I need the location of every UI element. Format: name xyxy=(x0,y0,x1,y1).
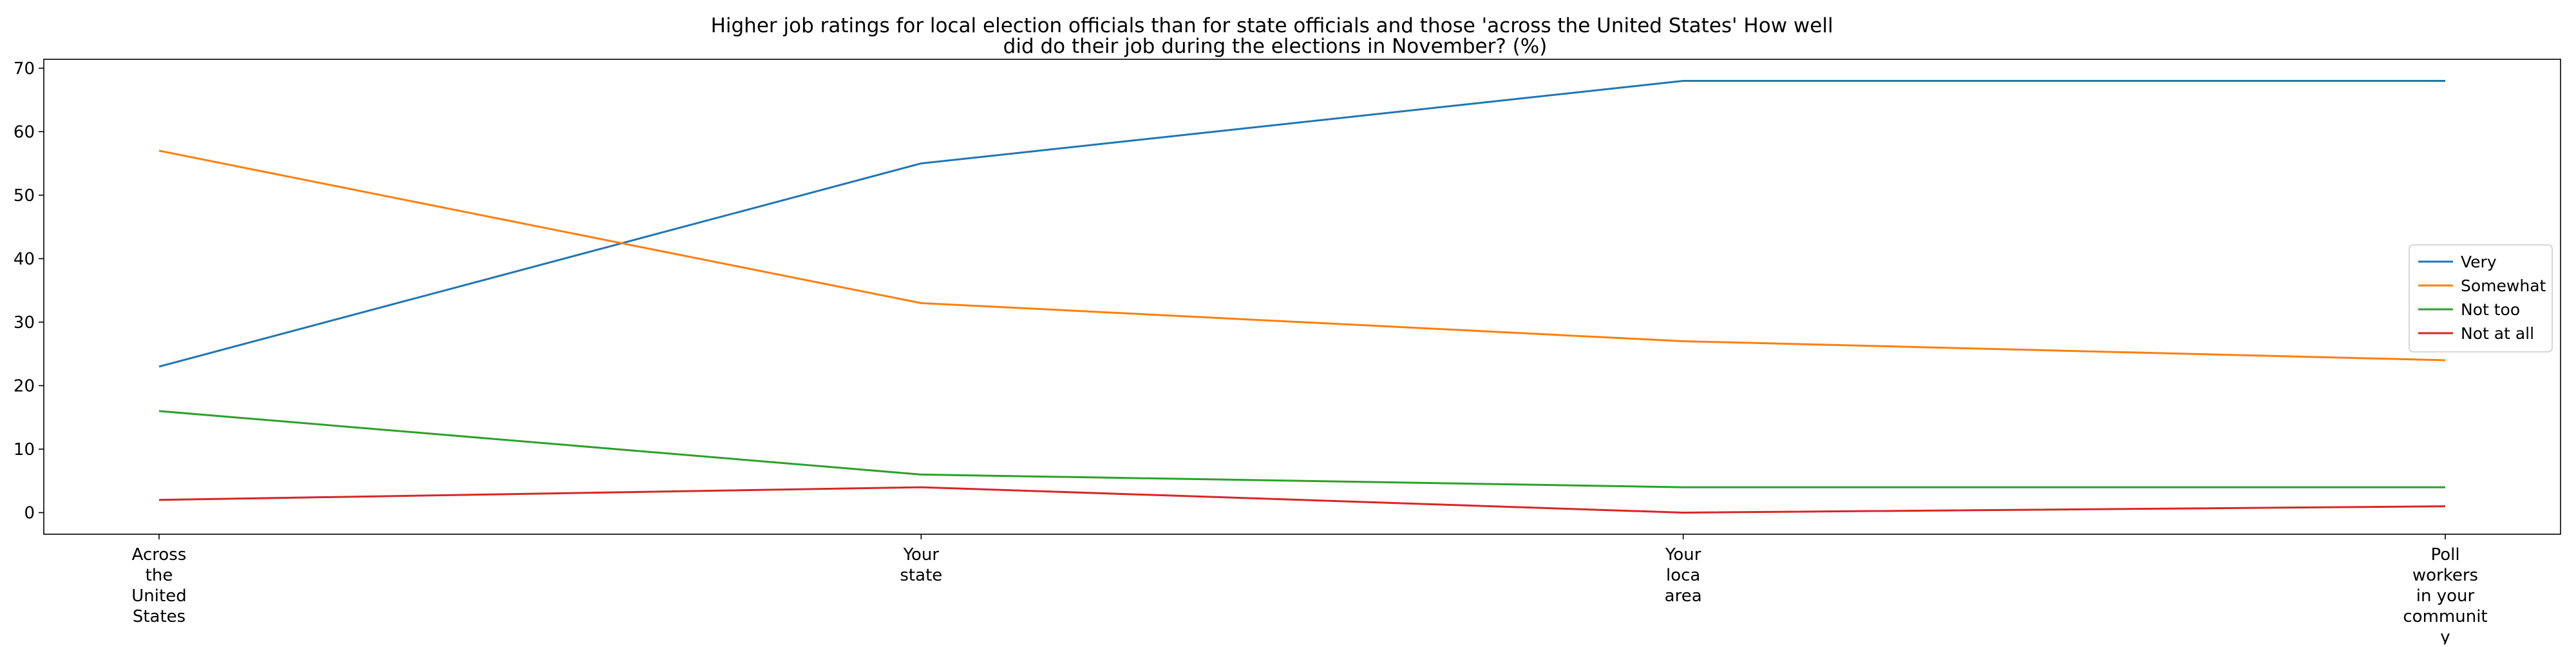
x-tick-label-line: Poll xyxy=(2430,545,2459,565)
chart-title: Higher job ratings for local election of… xyxy=(711,14,1840,58)
x-tick-label-line: United xyxy=(131,586,186,606)
x-tick-label-line: in your xyxy=(2416,586,2475,606)
x-tick-label-line: the xyxy=(146,566,173,585)
legend-box xyxy=(2409,244,2553,352)
x-tick-label: Your loca area xyxy=(1665,545,1702,606)
y-tick-label: 0 xyxy=(24,504,35,523)
x-tick-label-line: area xyxy=(1665,586,1702,606)
plot-frame xyxy=(43,59,2561,535)
legend-label-not-too: Not too xyxy=(2461,300,2520,319)
x-tick-label: Your state xyxy=(900,545,942,585)
chart-title-line-1: Higher job ratings for local election of… xyxy=(711,14,1833,37)
x-tick-label-line: States xyxy=(133,607,185,626)
x-tick-label-line: Your xyxy=(1665,545,1701,565)
x-tick-label-line: communit xyxy=(2403,607,2487,626)
y-tick-label: 70 xyxy=(14,59,35,79)
y-tick-label: 30 xyxy=(14,313,35,333)
series-line-not-at-all xyxy=(158,486,2446,514)
x-tick-label-line: Across xyxy=(132,545,187,565)
series-line-very xyxy=(158,80,2445,368)
series-line-somewhat xyxy=(158,150,2446,362)
y-tick-label: 50 xyxy=(14,186,35,206)
legend-label-not-at-all: Not at all xyxy=(2461,324,2534,343)
plot-area: 0 10 20 30 40 50 60 70 Across the United States Your… xyxy=(14,59,2561,647)
x-tick-label-line: workers xyxy=(2412,566,2478,585)
y-tick-label: 20 xyxy=(14,376,35,396)
x-tick-label-line: Your xyxy=(903,545,940,565)
x-tick-label: Across the United States xyxy=(131,545,186,626)
legend-label-somewhat: Somewhat xyxy=(2461,276,2546,295)
x-tick-label-line: loca xyxy=(1666,566,1700,585)
legend-label-very: Very xyxy=(2461,253,2497,271)
x-tick-label-line: state xyxy=(900,566,942,585)
y-tick-label: 10 xyxy=(14,440,35,459)
x-tick-label-line: y xyxy=(2440,628,2450,644)
y-tick-label: 60 xyxy=(14,122,35,142)
series-line-not-too xyxy=(158,410,2445,488)
x-tick-label: Poll workers in your communit y xyxy=(2403,545,2487,644)
chart-title-line-2: did do their job during the elections in… xyxy=(1003,35,1548,58)
y-tick-label: 40 xyxy=(14,249,35,269)
